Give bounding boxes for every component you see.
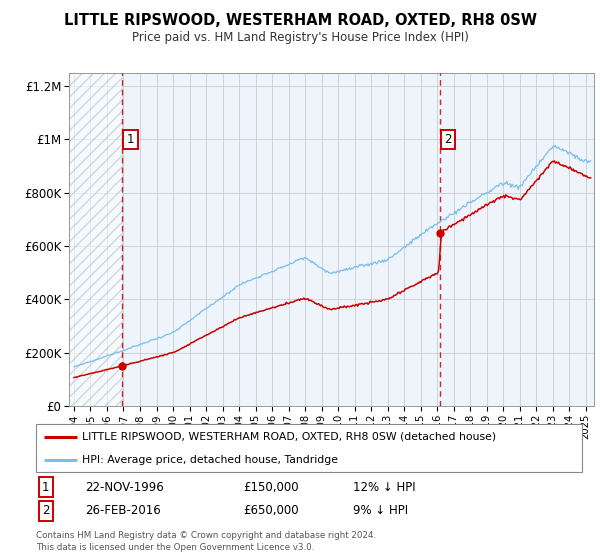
Text: 26-FEB-2016: 26-FEB-2016 xyxy=(85,505,161,517)
Text: 1: 1 xyxy=(42,481,50,494)
Text: 9% ↓ HPI: 9% ↓ HPI xyxy=(353,505,408,517)
Bar xyxy=(69,73,122,406)
Text: This data is licensed under the Open Government Licence v3.0.: This data is licensed under the Open Gov… xyxy=(36,543,314,552)
Text: 12% ↓ HPI: 12% ↓ HPI xyxy=(353,481,415,494)
Text: £150,000: £150,000 xyxy=(244,481,299,494)
Text: 2: 2 xyxy=(445,133,452,146)
Text: 22-NOV-1996: 22-NOV-1996 xyxy=(85,481,164,494)
Text: 1: 1 xyxy=(127,133,134,146)
FancyBboxPatch shape xyxy=(36,424,582,472)
Text: £650,000: £650,000 xyxy=(244,505,299,517)
Text: LITTLE RIPSWOOD, WESTERHAM ROAD, OXTED, RH8 0SW (detached house): LITTLE RIPSWOOD, WESTERHAM ROAD, OXTED, … xyxy=(82,432,497,442)
Text: Contains HM Land Registry data © Crown copyright and database right 2024.: Contains HM Land Registry data © Crown c… xyxy=(36,531,376,540)
Text: LITTLE RIPSWOOD, WESTERHAM ROAD, OXTED, RH8 0SW: LITTLE RIPSWOOD, WESTERHAM ROAD, OXTED, … xyxy=(64,13,536,29)
Text: 2: 2 xyxy=(42,505,50,517)
Text: Price paid vs. HM Land Registry's House Price Index (HPI): Price paid vs. HM Land Registry's House … xyxy=(131,31,469,44)
Text: HPI: Average price, detached house, Tandridge: HPI: Average price, detached house, Tand… xyxy=(82,455,338,465)
